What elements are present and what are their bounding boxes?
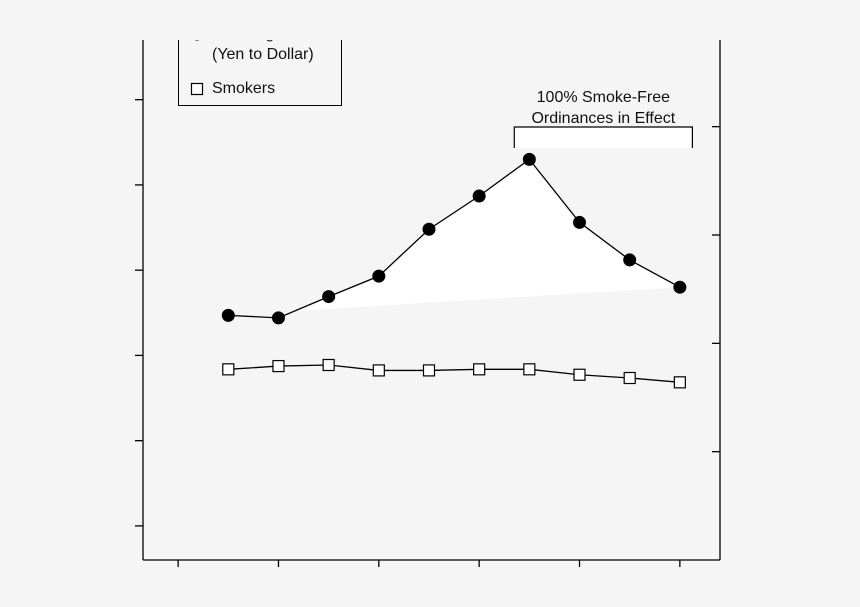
square-marker	[372, 364, 385, 377]
circle-marker	[322, 290, 336, 304]
legend-marker	[194, 40, 200, 41]
square-marker	[623, 371, 636, 385]
annotation: 100% Smoke-Free Ordinances in Effect	[531, 89, 676, 127]
circle-marker	[472, 189, 486, 203]
legend-marker	[190, 82, 204, 96]
circle-marker	[372, 269, 386, 283]
series-line	[228, 364, 680, 383]
square-marker	[272, 359, 285, 373]
circle-marker	[221, 308, 235, 322]
legend-label: Exchange Rate (Yen to Dollar)	[212, 40, 321, 63]
circle-marker	[673, 280, 687, 294]
square-marker	[222, 363, 235, 376]
annotation-bracket	[513, 126, 694, 148]
circle-marker	[573, 215, 587, 229]
circle-marker	[422, 222, 436, 236]
marker	[190, 82, 204, 96]
chart-area: Exchange Rate (Yen to Dollar) Smokers 100…	[0, 40, 860, 607]
chart	[135, 40, 721, 567]
square-marker	[573, 368, 586, 381]
legend: Exchange Rate (Yen to Dollar) Smokers	[178, 40, 342, 106]
circle-marker	[522, 152, 536, 166]
series-line	[228, 158, 681, 319]
square-marker	[473, 363, 486, 376]
legend-label: Smokers	[212, 80, 276, 97]
square-marker	[523, 363, 536, 376]
shaded-area	[293, 159, 680, 311]
circle-marker	[623, 253, 637, 267]
square-marker	[322, 358, 335, 372]
circle-marker	[271, 311, 285, 325]
annotation-fill	[514, 127, 693, 148]
square-marker	[422, 364, 436, 377]
chart-inner: Exchange Rate (Yen to Dollar) Smokers 100…	[0, 40, 860, 607]
square-marker	[673, 376, 686, 389]
